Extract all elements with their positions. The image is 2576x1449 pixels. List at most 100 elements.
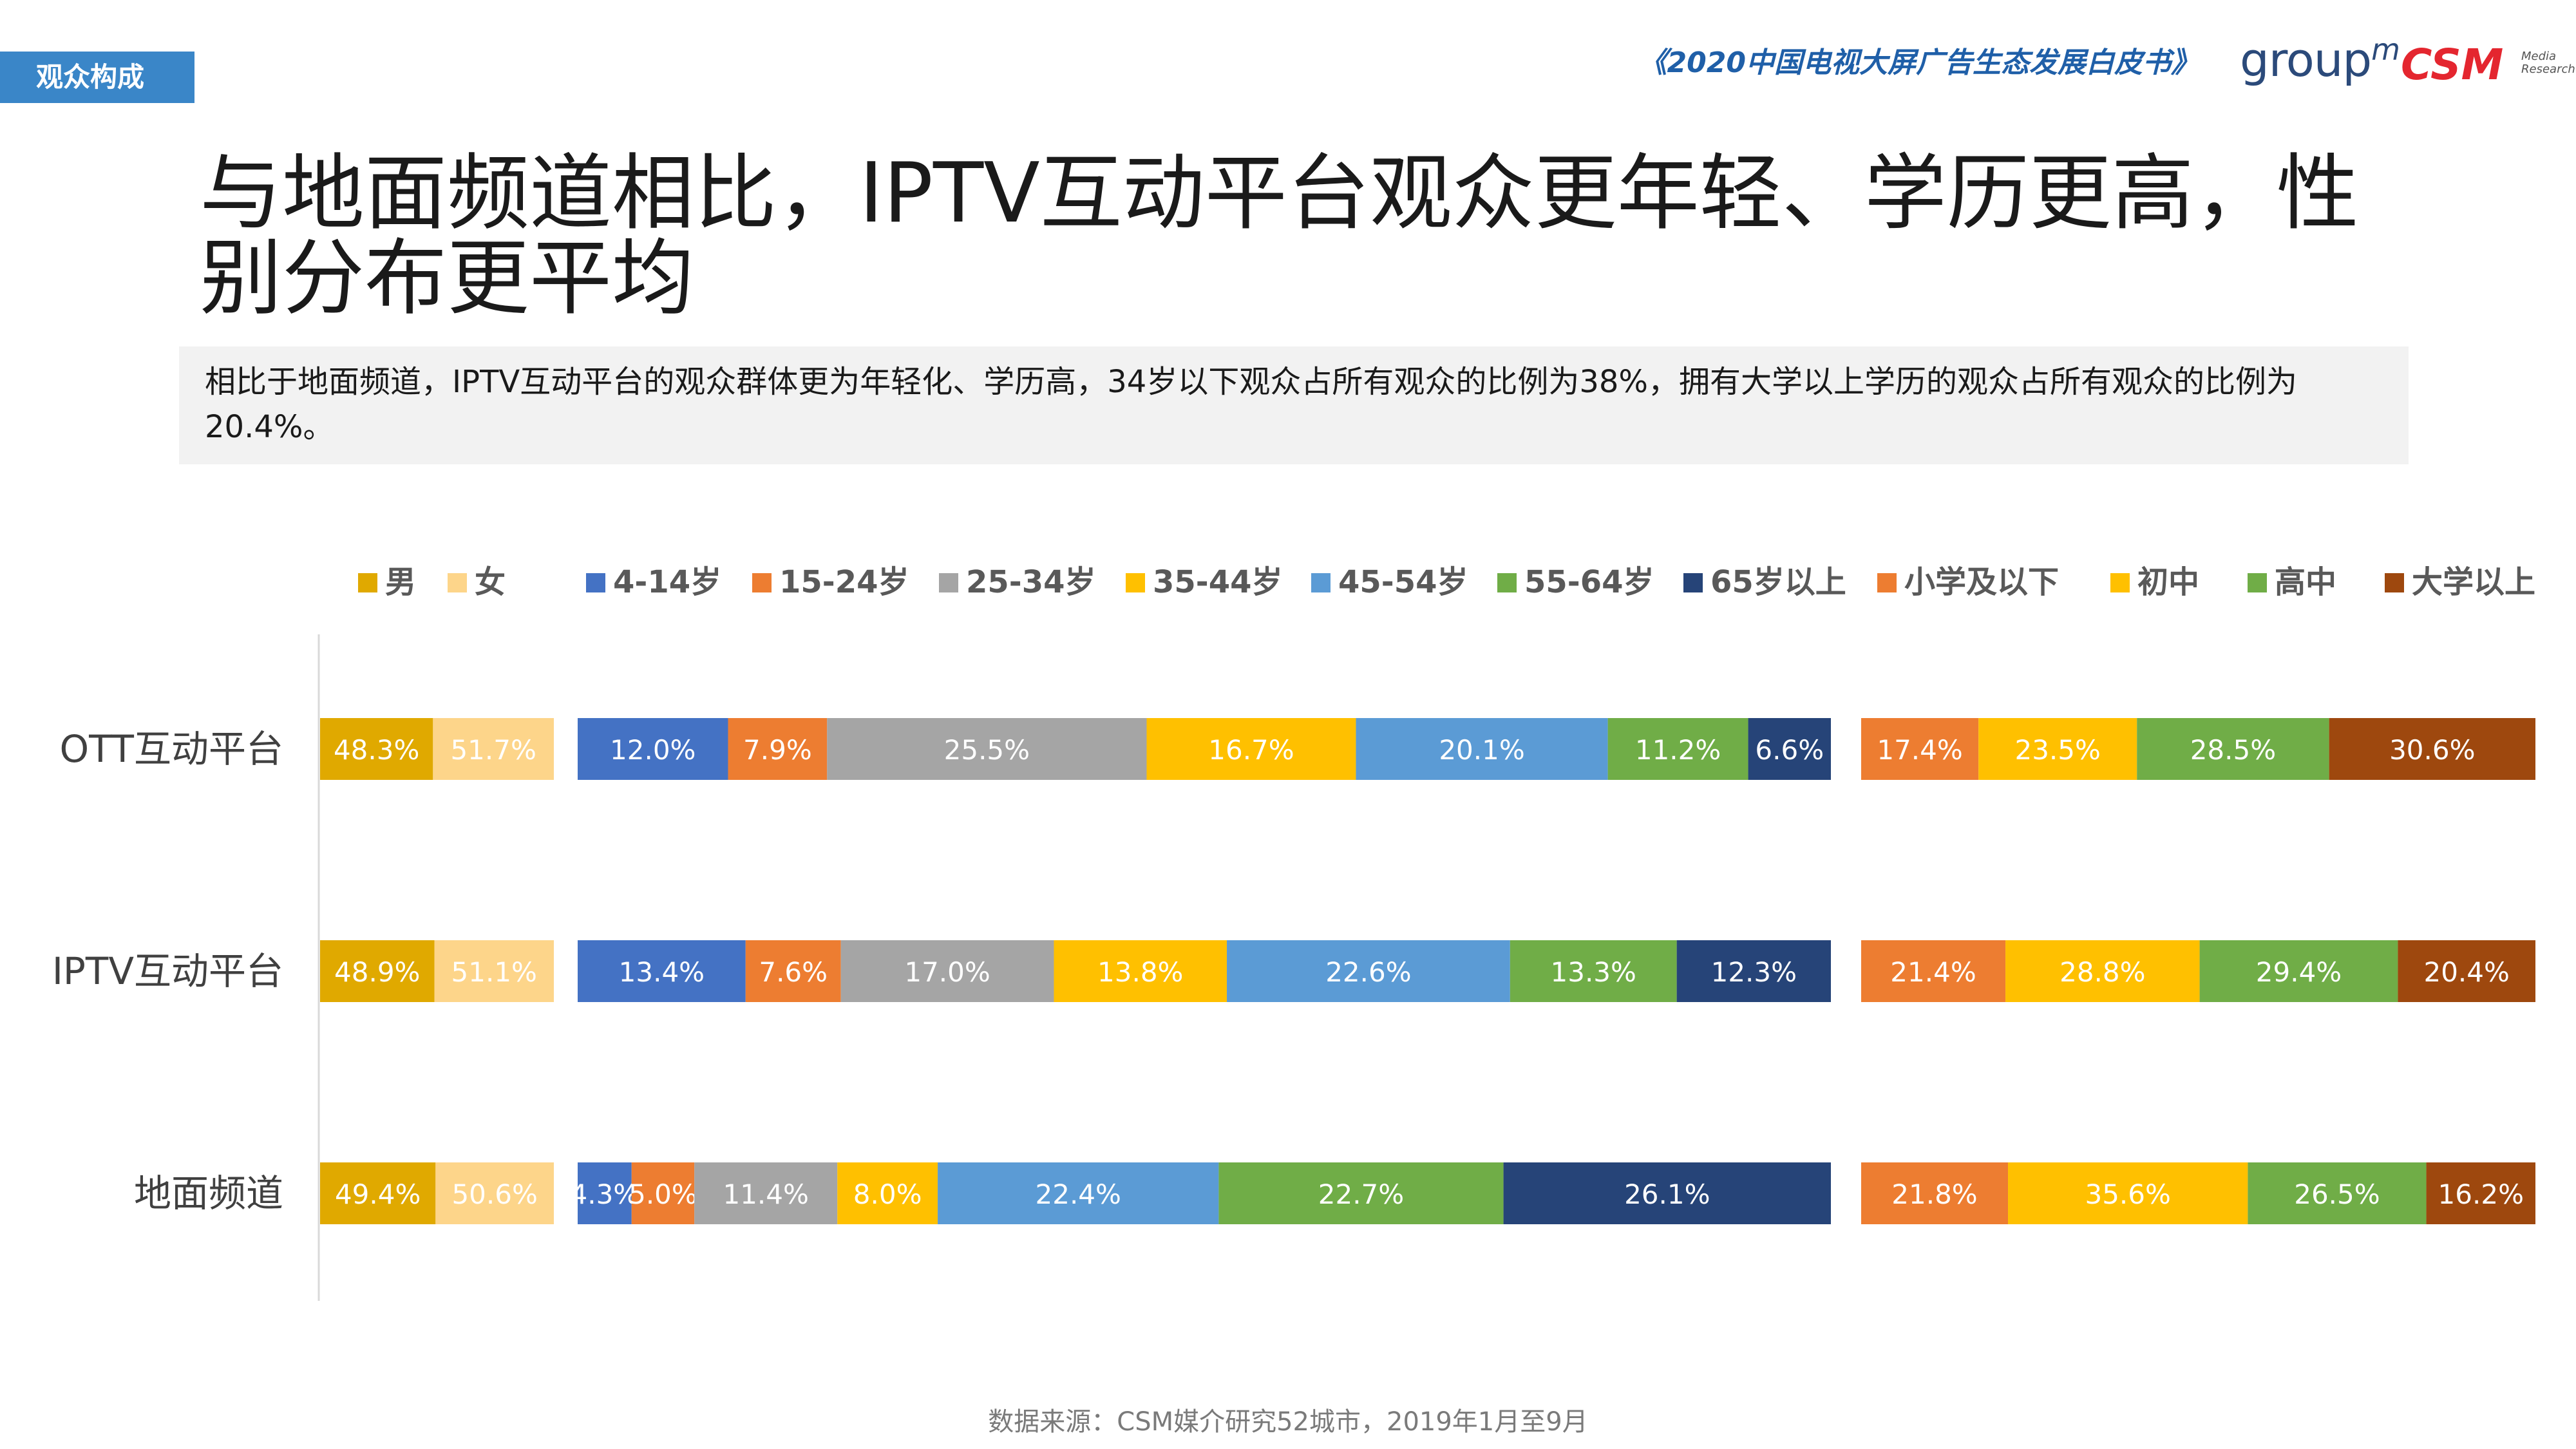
legend-label: 15-24岁 (779, 564, 909, 600)
data-label: 21.4% (1890, 956, 1976, 988)
legend-label: 4-14岁 (613, 564, 721, 600)
legend-label: 55-64岁 (1524, 564, 1654, 600)
csm-logo: CSM (2401, 40, 2504, 90)
groupm-logo: groupm (2240, 32, 2400, 87)
data-label: 49.4% (335, 1179, 421, 1210)
data-label: 22.4% (1036, 1179, 1121, 1210)
legend-label: 35-44岁 (1153, 564, 1283, 600)
csm-logo-sub-line-2: Research (2521, 62, 2575, 76)
bar-segment (1218, 1162, 1504, 1224)
legend-swatch (939, 573, 958, 592)
bar-segment (1978, 718, 2137, 780)
data-label: 30.6% (2389, 734, 2475, 766)
bar-segment (745, 940, 841, 1002)
legend-swatch (1126, 573, 1145, 592)
bar-segment (2137, 718, 2329, 780)
page-title: 与地面频道相比，IPTV互动平台观众更年轻、学历更高，性别分布更平均 (200, 146, 2359, 327)
data-label: 5.0% (629, 1179, 697, 1210)
legend-swatch (1683, 573, 1703, 592)
data-label: 13.3% (1551, 956, 1636, 988)
legend-label: 小学及以下 (1904, 564, 2059, 600)
bar-segment (2199, 940, 2398, 1002)
bar-segment (435, 1162, 554, 1224)
legend-swatch (2110, 573, 2130, 592)
data-label: 17.4% (1877, 734, 1962, 766)
bar-segment (1356, 718, 1608, 780)
report-title: 《2020中国电视大屏广告生态发展白皮书》 (1638, 46, 2199, 79)
csm-logo-sub-line-1: Media (2521, 50, 2557, 63)
bar-segment (2248, 1162, 2427, 1224)
data-label: 26.1% (1624, 1179, 1710, 1210)
bar-segment (1510, 940, 1677, 1002)
data-label: 51.7% (450, 734, 536, 766)
data-label: 17.0% (904, 956, 990, 988)
data-label: 12.3% (1711, 956, 1797, 988)
data-label: 8.0% (853, 1179, 922, 1210)
bar-segment (320, 1162, 436, 1224)
data-source-note: 数据来源：CSM媒介研究52城市，2019年1月至9月 (988, 1407, 1588, 1437)
bar-segment (1503, 1162, 1831, 1224)
data-label: 29.4% (2256, 956, 2342, 988)
data-label: 20.4% (2423, 956, 2509, 988)
bar-segment (1054, 940, 1227, 1002)
bar-segment (2005, 940, 2200, 1002)
data-label: 4.3% (571, 1179, 639, 1210)
bar-segment (694, 1162, 838, 1224)
bar-segment (320, 718, 433, 780)
legend-label: 25-34岁 (966, 564, 1096, 600)
bar-segment (578, 940, 746, 1002)
legend-swatch (586, 573, 605, 592)
bar-segment (1748, 718, 1831, 780)
legend-swatch (1497, 573, 1517, 592)
legend-swatch (2385, 573, 2404, 592)
bar-segment (433, 718, 554, 780)
csm-logo-subtitle: Media Research (2521, 50, 2575, 76)
data-label: 26.5% (2294, 1179, 2380, 1210)
bar-segment (1146, 718, 1356, 780)
legend-label: 45-54岁 (1338, 564, 1468, 600)
data-label: 11.4% (723, 1179, 808, 1210)
legend-swatch (1877, 573, 1897, 592)
legend-swatch (752, 573, 772, 592)
groupm-logo-text: group (2240, 33, 2372, 87)
bar-segment (2008, 1162, 2248, 1224)
section-tag: 观众构成 (0, 52, 194, 103)
bar-segment (1676, 940, 1831, 1002)
bar-segment (1861, 1162, 2009, 1224)
bar-segment (1607, 718, 1748, 780)
data-label: 16.2% (2438, 1179, 2524, 1210)
legend-label: 大学以上 (2412, 564, 2535, 600)
bar-segment (2426, 1162, 2535, 1224)
bar-segment (840, 940, 1054, 1002)
data-label: 13.4% (619, 956, 705, 988)
data-label: 7.9% (743, 734, 812, 766)
bar-segment (1861, 940, 2006, 1002)
data-label: 20.1% (1439, 734, 1524, 766)
chart-legend: 男 女 4-14岁 15-24岁 25-34岁 35-44岁 45-54岁 55-64岁 65岁… (358, 564, 2535, 600)
data-label: 13.8% (1097, 956, 1183, 988)
bar-segment (578, 1162, 632, 1224)
data-label: 11.2% (1635, 734, 1721, 766)
legend-label: 65岁以上 (1710, 564, 1846, 600)
bar-segment (320, 940, 435, 1002)
legend-label: 高中 (2275, 564, 2336, 600)
legend-swatch (2248, 573, 2267, 592)
data-label: 51.1% (451, 956, 537, 988)
data-label: 6.6% (1755, 734, 1824, 766)
data-label: 22.7% (1318, 1179, 1404, 1210)
bar-segment (578, 718, 728, 780)
legend-label: 男 (385, 564, 416, 600)
data-label: 25.5% (944, 734, 1030, 766)
category-label: OTT互动平台 (60, 727, 284, 771)
legend-label: 女 (475, 564, 506, 600)
data-label: 35.6% (2085, 1179, 2170, 1210)
legend-label: 初中 (2137, 564, 2199, 600)
data-label: 48.9% (334, 956, 420, 988)
data-label: 12.0% (610, 734, 696, 766)
bar-segment (2398, 940, 2535, 1002)
category-label: IPTV互动平台 (52, 949, 283, 993)
bar-segment (938, 1162, 1219, 1224)
bar-segment (827, 718, 1147, 780)
